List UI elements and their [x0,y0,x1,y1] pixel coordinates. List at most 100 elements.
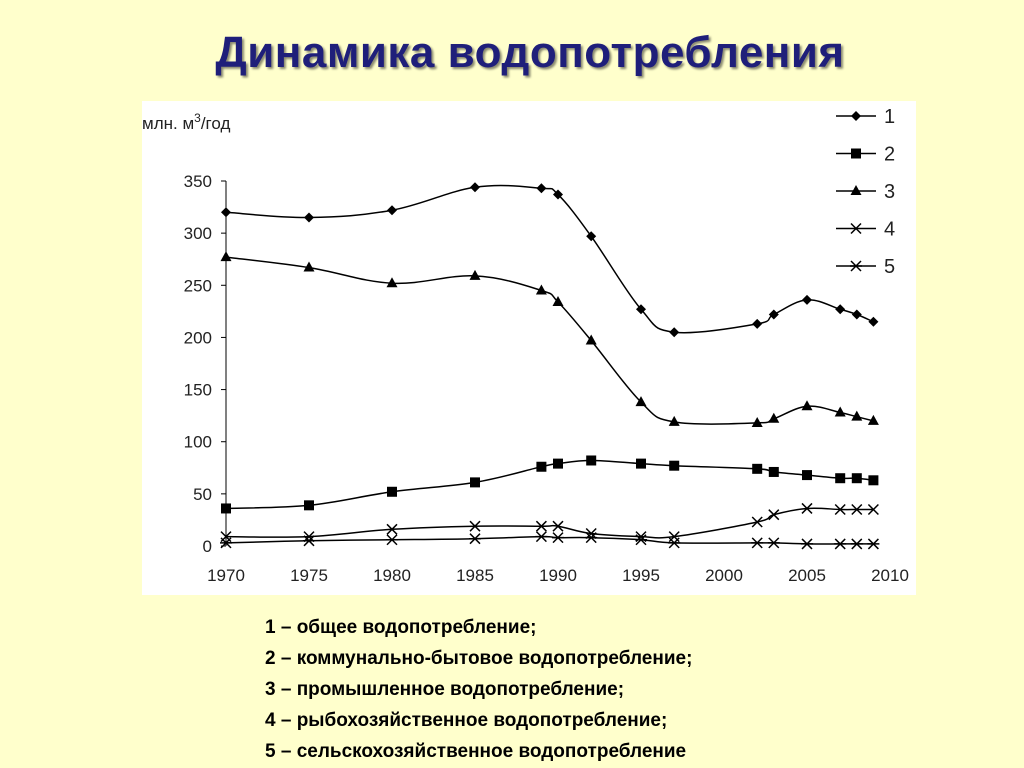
series-3-point [552,295,564,306]
series-5-point [635,534,647,546]
series-4-point [834,503,846,516]
series-1-point [470,182,480,193]
series-2-point [669,460,680,471]
series-5-point [801,538,813,550]
series-2-point [470,477,480,488]
x-tick-label: 1985 [456,566,494,585]
x-tick-label: 1975 [290,566,328,585]
series-5-point [585,532,598,544]
series-5-point [767,537,780,549]
y-tick-label: 0 [203,537,212,556]
series-5-point [552,532,564,544]
series-3-point [834,406,846,417]
series-4-point [751,516,763,528]
series-1-point [387,205,397,216]
series-1-point [304,212,314,223]
series-4-point [867,503,879,516]
legend-marker-5 [850,260,862,272]
series-1-point [669,327,680,338]
series-3-line [225,256,874,425]
y-tick-label: 300 [184,224,212,243]
series-4-point [386,523,398,535]
series-3-point [386,277,398,288]
series-5-point [834,538,847,550]
x-tick-label: 2005 [788,566,826,585]
series-3-point [585,334,597,345]
series-5-point [535,531,548,543]
chart-panel: млн. м3/год 0 50 100 150 200 250 300 350 1970 197… [142,101,916,595]
series-5-point [850,538,863,550]
series-2-point [221,503,231,514]
series-5-point [386,534,398,546]
legend-label-1: 1 [884,106,895,128]
y-axis-label-sup: 3 [194,111,201,125]
legend-marker-1 [851,111,861,121]
y-tick-label: 250 [184,276,212,295]
legend-label-2: 2 [884,144,895,166]
series-3-point [535,284,547,295]
series-1-point [636,304,646,315]
y-axis-label-tail: /год [201,114,231,133]
slide-title: Динамика водопотребления [215,28,845,77]
series-5-point [303,535,315,547]
series-4-point [535,520,547,532]
series-description: 2 – коммунально-бытовое водопотребление; [265,648,693,669]
y-tick-label: 200 [184,328,212,347]
series-5-point [469,533,481,545]
series-4-point [303,531,315,543]
series-3-point [635,396,647,407]
series-5-point [751,537,764,549]
series-1-point [752,318,763,329]
series-3-point [668,415,680,426]
series-2-point [304,500,314,511]
series-4-point [585,527,597,540]
series-3-point [867,414,879,425]
legend-marker-3 [850,185,862,195]
series-1-point [835,304,846,315]
series-description-list: 1 – общее водопотребление; 2 – коммуналь… [265,612,692,767]
legend-marker-4 [850,222,862,235]
series-4-point [851,503,863,516]
series-1-point [851,309,862,320]
y-axis-label: млн. м3/год [142,111,230,133]
series-2-point [851,473,862,484]
series-3-point [469,269,481,280]
series-1-point [221,207,231,218]
series-4-point [469,520,481,532]
series-5-point [867,538,880,550]
series-2-point [586,455,597,466]
y-tick-label: 350 [184,172,212,191]
legend-label-5: 5 [884,256,895,278]
series-5-point [220,537,232,549]
y-tick-label: 50 [193,485,212,504]
series-3-point [220,251,232,262]
series-description: 3 – промышленное водопотребление; [265,679,625,700]
series-1-point [536,183,547,194]
series-4-point [801,502,813,514]
x-tick-label: 1980 [373,566,411,585]
y-tick-label: 150 [184,381,212,400]
series-2-point [636,458,646,469]
series-2-point [768,466,779,477]
series-3-point [751,416,763,427]
series-2-point [387,486,397,497]
x-tick-label: 1995 [622,566,660,585]
legend-label-4: 4 [884,219,895,241]
y-axis-label-main: млн. м [142,114,194,133]
series-1-point [586,231,597,242]
x-tick-label: 1990 [539,566,577,585]
x-tick-label: 2000 [705,566,743,585]
x-tick-label: 1970 [207,566,245,585]
series-1-point [553,189,563,200]
series-1-line [225,184,874,334]
series-5-point [668,537,681,549]
series-3-point [801,400,813,411]
series-3-point [851,410,863,421]
series-1-point [868,316,879,327]
series-3-point [768,412,780,423]
series-4-point [768,509,780,521]
x-tick-label: 2010 [871,566,909,585]
series-description: 1 – общее водопотребление; [265,617,537,638]
series-4-point [552,520,564,532]
